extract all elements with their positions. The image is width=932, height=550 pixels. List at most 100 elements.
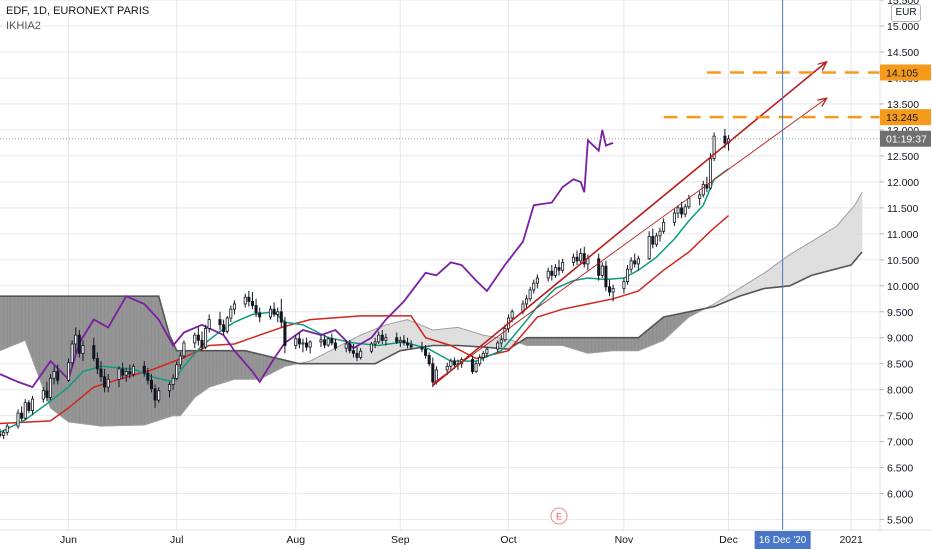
date-highlight-badge: [754, 531, 811, 549]
candle-body: [142, 365, 146, 374]
candle: [647, 231, 651, 260]
kumo-cloud-slice: [338, 343, 343, 365]
x-tick-label: Aug: [286, 534, 305, 546]
candle-body: [243, 296, 247, 305]
kumo-cloud-slice: [42, 295, 48, 399]
candle-body: [398, 339, 402, 343]
candle-body: [305, 342, 309, 348]
candle-body: [258, 312, 262, 318]
candle: [146, 367, 150, 385]
candle: [470, 355, 474, 375]
candle: [626, 265, 630, 285]
candle: [377, 331, 381, 344]
candle: [56, 364, 60, 385]
kumo-cloud-slice: [612, 337, 618, 352]
candle: [622, 277, 626, 294]
candle-body: [131, 365, 135, 375]
y-tick-label: 6.500: [887, 463, 913, 475]
candle: [535, 274, 539, 289]
candle-body: [207, 319, 211, 329]
candle-body: [525, 298, 529, 305]
currency-button[interactable]: EUR: [891, 4, 921, 22]
candle-body: [182, 342, 186, 357]
candle-body: [196, 334, 200, 341]
symbol-title: EDF, 1D, EURONEXT PARIS: [6, 5, 150, 17]
candle: [200, 331, 204, 351]
kumo-cloud-slice: [17, 295, 22, 344]
candle-body: [268, 308, 273, 318]
candle: [103, 368, 107, 393]
kumo-cloud-slice: [107, 295, 113, 427]
candle-body: [420, 346, 424, 350]
y-tick-label: 11.500: [887, 203, 918, 215]
candle-body: [23, 402, 27, 419]
candle-body: [557, 267, 561, 271]
candle-body: [647, 236, 651, 260]
candle-body: [571, 256, 575, 263]
kumo-cloud-slice: [378, 325, 383, 363]
candle-body: [171, 377, 175, 385]
kumo-cloud-slice: [551, 337, 556, 346]
candle-body: [373, 341, 377, 345]
kumo-cloud-slice: [385, 323, 390, 359]
price-label-badge: [880, 130, 931, 147]
candle: [196, 327, 200, 346]
kumo-cloud-slice: [573, 337, 578, 351]
kumo-cloud-slice: [248, 351, 253, 380]
kumo-cloud-slice: [212, 350, 217, 387]
trend-line-arrow: [432, 99, 826, 384]
candle: [283, 316, 287, 354]
candle: [232, 300, 236, 315]
candle: [204, 324, 208, 350]
candle-body: [406, 342, 410, 346]
candle: [67, 358, 71, 382]
kumo-cloud-slice: [201, 350, 206, 393]
candle-body: [424, 348, 428, 356]
candle: [481, 350, 485, 362]
kumo-cloud-slice: [464, 329, 470, 347]
y-tick-label: 11.000: [887, 229, 918, 241]
candle: [222, 319, 226, 336]
senkou-span-a-line: [0, 192, 863, 427]
candle: [92, 337, 96, 362]
kumo-cloud-slice: [425, 326, 430, 348]
candle-body: [633, 260, 637, 265]
kumo-cloud-slice: [10, 295, 15, 347]
candle: [16, 409, 20, 429]
candle: [294, 335, 298, 350]
y-tick-label: 12.000: [887, 177, 919, 189]
candle-body: [294, 338, 298, 346]
candle: [254, 298, 258, 317]
candle: [333, 338, 337, 351]
kumo-cloud-slice: [32, 295, 37, 370]
candle: [579, 248, 583, 264]
kumo-cloud-slice: [216, 350, 221, 386]
candle-body: [95, 358, 99, 370]
candle: [485, 347, 489, 358]
candle-body: [701, 184, 705, 196]
candle-body: [218, 319, 222, 326]
kumo-cloud-slice: [472, 331, 477, 347]
candle-body: [41, 390, 45, 400]
candle: [301, 338, 305, 353]
candle: [409, 340, 413, 350]
candle-body: [708, 158, 713, 189]
candle: [52, 366, 56, 385]
candle: [268, 305, 273, 320]
candle-body: [348, 343, 352, 352]
kumo-cloud-slice: [829, 227, 834, 272]
candle-body: [561, 262, 565, 271]
kumo-cloud-slice: [821, 232, 827, 273]
candle: [20, 406, 24, 421]
candle-body: [272, 308, 276, 315]
kumo-cloud-slice: [840, 216, 845, 269]
kumo-cloud-slice: [598, 337, 603, 353]
kumo-cloud-slice: [255, 352, 260, 380]
candle: [629, 257, 633, 273]
price-axis-panel: [880, 0, 932, 550]
kumo-cloud-slice: [118, 295, 123, 426]
candle: [478, 354, 482, 367]
kumo-cloud-slice: [21, 295, 26, 343]
candle-body: [680, 207, 684, 215]
